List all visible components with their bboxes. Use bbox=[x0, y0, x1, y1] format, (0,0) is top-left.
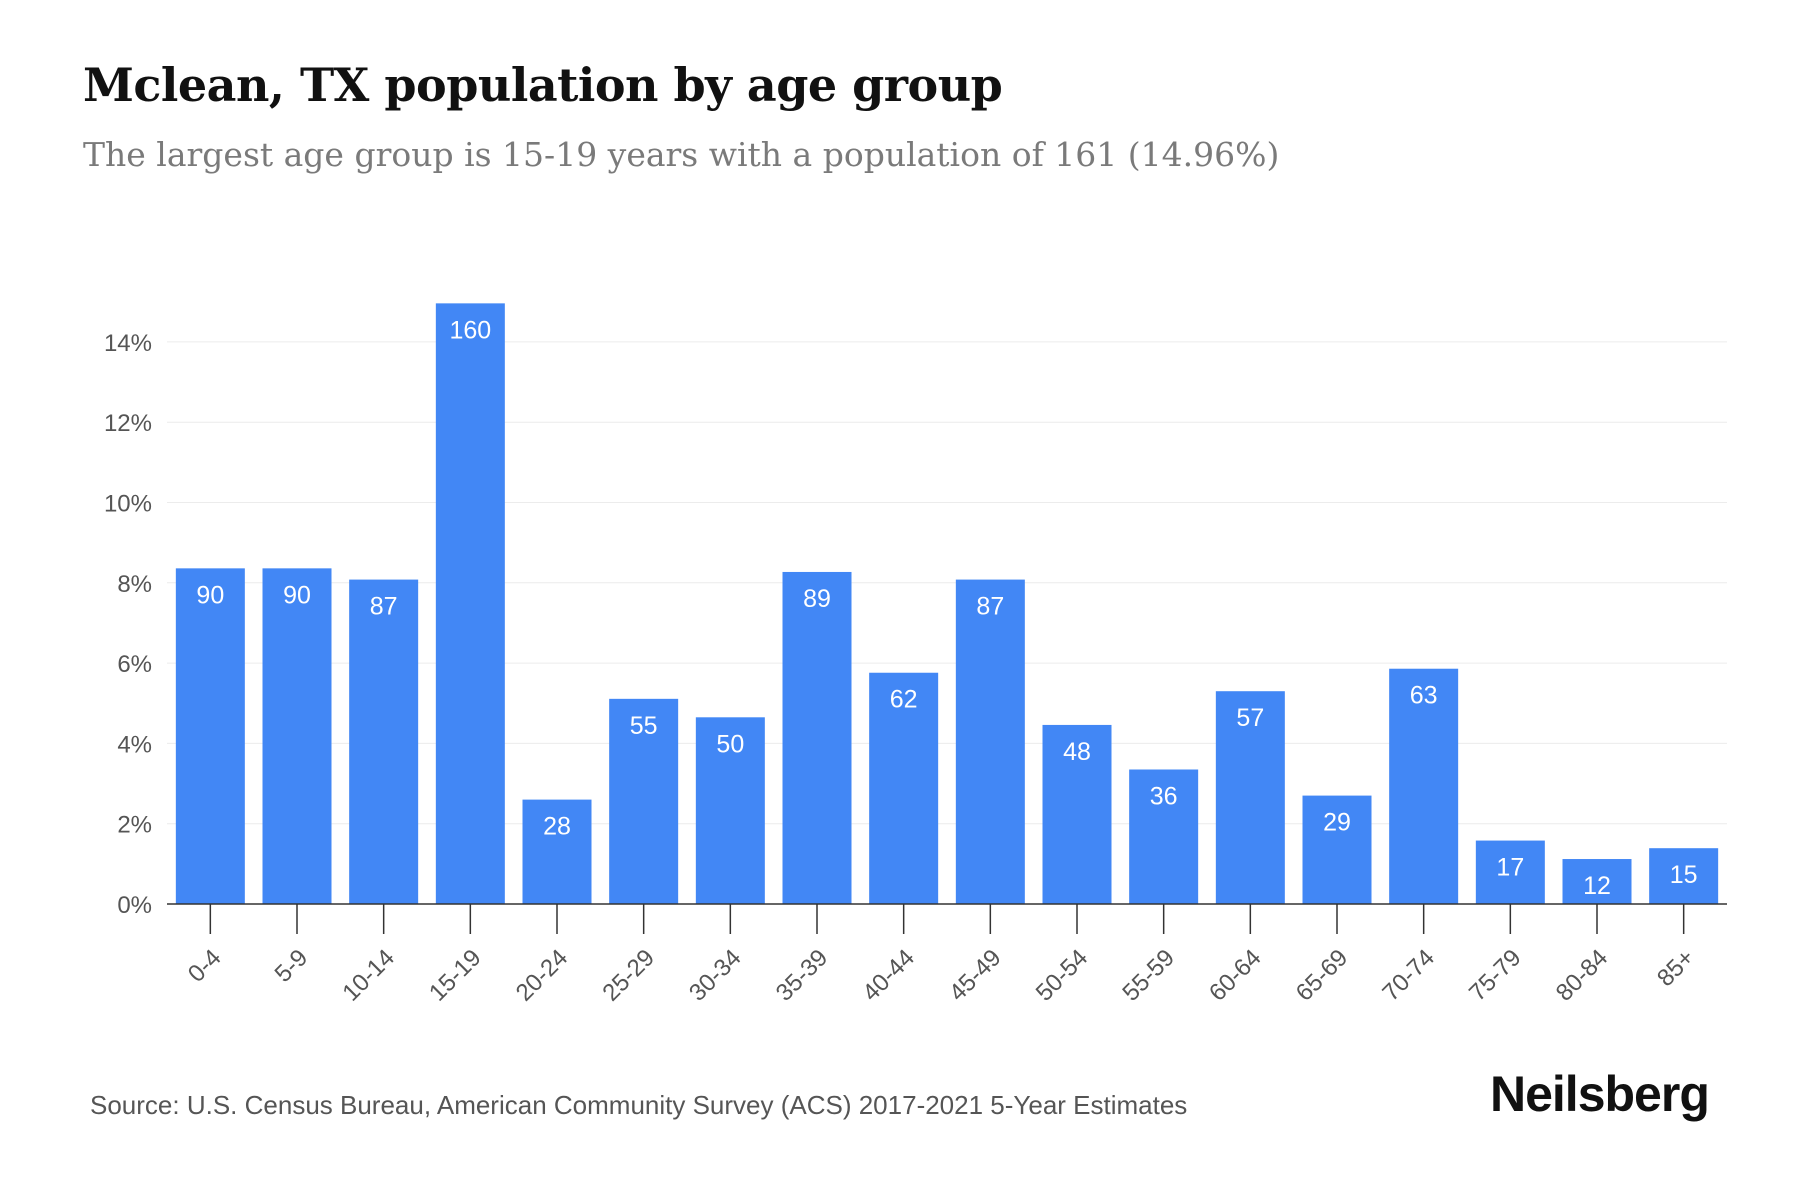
bar bbox=[1389, 668, 1459, 904]
bar-value-label: 55 bbox=[630, 712, 658, 740]
bar bbox=[955, 579, 1025, 904]
chart-subtitle: The largest age group is 15-19 years wit… bbox=[83, 135, 1280, 174]
x-tick-label: 65-69 bbox=[1291, 944, 1354, 1007]
y-tick-label: 2% bbox=[117, 812, 152, 839]
x-tick-label: 85+ bbox=[1652, 944, 1700, 992]
x-tick-label: 20-24 bbox=[511, 944, 574, 1007]
x-tick-label: 40-44 bbox=[857, 944, 920, 1007]
bar-value-label: 48 bbox=[1063, 738, 1091, 766]
bar-value-label: 17 bbox=[1496, 854, 1524, 882]
bar-value-label: 29 bbox=[1323, 809, 1351, 837]
source-note: Source: U.S. Census Bureau, American Com… bbox=[90, 1090, 1188, 1120]
y-tick-label: 6% bbox=[117, 651, 152, 678]
bar bbox=[1042, 724, 1112, 904]
y-tick-label: 4% bbox=[117, 731, 152, 758]
bar-value-label: 89 bbox=[803, 585, 831, 613]
x-tick-label: 45-49 bbox=[944, 944, 1007, 1007]
bar-value-label: 87 bbox=[976, 593, 1004, 621]
x-tick-label: 10-14 bbox=[337, 944, 400, 1007]
bar bbox=[782, 571, 852, 904]
y-tick-label: 10% bbox=[104, 491, 152, 518]
bar-value-label: 28 bbox=[543, 813, 571, 841]
bar bbox=[869, 672, 939, 904]
bar-value-label: 57 bbox=[1236, 704, 1264, 732]
x-tick-label: 75-79 bbox=[1464, 944, 1527, 1007]
y-tick-label: 8% bbox=[117, 571, 152, 598]
y-tick-label: 14% bbox=[104, 330, 152, 357]
bar bbox=[609, 698, 679, 904]
bar-value-label: 63 bbox=[1410, 682, 1438, 710]
x-tick-label: 50-54 bbox=[1031, 944, 1094, 1007]
bar bbox=[522, 799, 592, 904]
x-tick-label: 55-59 bbox=[1117, 944, 1180, 1007]
bar-value-label: 160 bbox=[449, 316, 491, 344]
bar bbox=[1129, 769, 1199, 904]
y-tick-label: 12% bbox=[104, 410, 152, 437]
bar bbox=[435, 303, 505, 905]
bar-value-label: 15 bbox=[1670, 861, 1698, 889]
bar-value-label: 62 bbox=[890, 686, 918, 714]
bar bbox=[1475, 840, 1545, 904]
x-tick-label: 25-29 bbox=[597, 944, 660, 1007]
brand-logo: Neilsberg bbox=[1490, 1066, 1710, 1122]
bar-value-label: 12 bbox=[1583, 872, 1611, 900]
y-tick-label: 0% bbox=[117, 892, 152, 919]
chart-title: Mclean, TX population by age group bbox=[83, 58, 1003, 112]
x-tick-label: 60-64 bbox=[1204, 944, 1267, 1007]
x-tick-label: 15-19 bbox=[424, 944, 487, 1007]
bar-value-label: 87 bbox=[370, 593, 398, 621]
x-tick-label: 80-84 bbox=[1551, 944, 1614, 1007]
x-tick-label: 35-39 bbox=[771, 944, 834, 1007]
bar bbox=[1215, 691, 1285, 904]
x-tick-label: 5-9 bbox=[270, 944, 314, 988]
bar-value-label: 50 bbox=[716, 730, 744, 758]
bar bbox=[1302, 795, 1372, 904]
x-tick-label: 30-34 bbox=[684, 944, 747, 1007]
x-tick-label: 0-4 bbox=[183, 944, 227, 988]
bar-value-label: 90 bbox=[196, 581, 224, 609]
bar bbox=[1562, 859, 1632, 904]
bar bbox=[1649, 848, 1719, 904]
bar bbox=[175, 568, 245, 904]
bar bbox=[349, 579, 419, 904]
bar bbox=[695, 717, 765, 904]
bar-value-label: 36 bbox=[1150, 782, 1178, 810]
x-tick-label: 70-74 bbox=[1377, 944, 1440, 1007]
bar bbox=[262, 568, 332, 904]
bar-value-label: 90 bbox=[283, 581, 311, 609]
